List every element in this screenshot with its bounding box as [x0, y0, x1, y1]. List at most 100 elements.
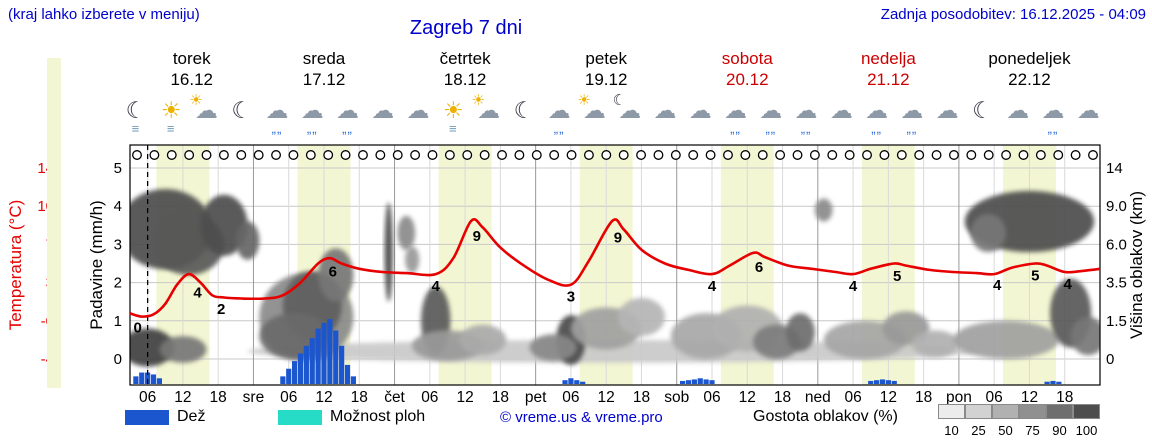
moon-fog-icon: ☾ ≡ — [117, 96, 155, 138]
rain-legend-label: Dež — [177, 408, 206, 425]
sun-fog-icon: ☀ ≡ — [434, 96, 472, 138]
sun-cloud-icon: ☀ ☁ — [187, 92, 225, 138]
cloud-icon: ☁ — [364, 96, 402, 138]
density-level-label: 75 — [1025, 423, 1040, 438]
cloud-icon: ☁ — [399, 96, 437, 138]
day-header-ponedeljek: ponedeljek 22.12 — [988, 48, 1070, 90]
density-level-label: 100 — [1075, 423, 1098, 438]
page-title: Zagreb 7 dni — [409, 17, 523, 39]
copyright-link[interactable]: © vreme.us & vreme.pro — [500, 409, 663, 426]
day-name: ponedeljek — [988, 49, 1071, 68]
sun-glyph: ☀ — [443, 97, 464, 123]
cloud-glyph: ☁ — [935, 97, 959, 123]
cloud-glyph: ☁ — [477, 97, 501, 123]
density-level-label: 50 — [998, 423, 1013, 438]
cloud-glyph: ☁ — [1006, 97, 1030, 123]
fog-glyph: ≡ — [131, 121, 141, 136]
moon-glyph: ☾ — [231, 97, 252, 123]
temperature-value-label: 9 — [614, 229, 622, 246]
density-swatch — [965, 404, 992, 419]
moon-glyph: ☾ — [612, 92, 627, 109]
sun-cloud-icon: ☀ ☁ — [575, 93, 613, 138]
day-header-četrtek: četrtek 18.12 — [440, 48, 491, 90]
cloud-glyph: ☁ — [371, 97, 395, 123]
plot-border — [129, 144, 1101, 386]
hour-tick-label: 06 — [139, 389, 156, 406]
hour-tick-label: 06 — [844, 389, 861, 406]
showers-legend-label: Možnost ploh — [330, 408, 426, 425]
precip-tick: 2 — [114, 275, 122, 292]
cloud-icon: ☁ — [999, 96, 1037, 138]
temperature-line — [129, 218, 1101, 318]
day-abbrev-label: sre — [243, 389, 265, 406]
x-axis-labels: 06 12 18 sre 06 12 18 čet 06 12 18 pet 06 12 18 sob 06 12… — [139, 389, 1073, 406]
temperature-value-label: 6 — [755, 259, 763, 276]
density-level-label: 90 — [1052, 423, 1067, 438]
cloud-tick: 14 — [1106, 160, 1123, 177]
temperature-value-label: 3 — [567, 289, 575, 306]
density-swatch — [938, 404, 965, 419]
hour-tick-label: 12 — [456, 389, 473, 406]
precip-tick: 0 — [114, 351, 122, 368]
cloud-tick: 9.0 — [1106, 198, 1127, 215]
cloud-glyph: ☁ — [829, 97, 853, 123]
cloud-icon: ☁ — [928, 96, 966, 138]
cloud-glyph: ☁ — [724, 97, 747, 123]
cloud-glyph: ☁ — [547, 97, 571, 123]
day-header-nedelja: nedelja 21.12 — [861, 48, 916, 90]
temperature-axis-title: Temperatura (°C) — [6, 199, 25, 331]
fog-glyph: ≡ — [166, 121, 176, 136]
sun-glyph: ☀ — [189, 92, 203, 109]
density-swatch — [1073, 404, 1100, 419]
rain-cloud-icon: ☁ „„ — [1034, 96, 1072, 138]
precip-tick: 3 — [114, 236, 122, 253]
cloud-glyph: ☁ — [194, 97, 218, 123]
day-name: sreda — [302, 49, 346, 68]
cloud-height-axis-title: Višina oblakov (km) — [1127, 190, 1146, 340]
moon-icon: ☾ — [963, 96, 1001, 138]
moon-cloud-icon: ☾ ☁ — [611, 92, 649, 138]
drops-glyph: „„ — [553, 121, 565, 136]
day-abbrev-label: čet — [384, 389, 405, 406]
temperature-value-label: 4 — [849, 278, 858, 295]
day-date: 22.12 — [1008, 70, 1051, 89]
legend: Dež Možnost ploh © vreme.us & vreme.pro … — [0, 402, 1152, 443]
drops-glyph: „„ — [871, 121, 882, 136]
temperature-value-label: 5 — [1031, 268, 1039, 285]
moon-icon: ☾ — [223, 96, 261, 138]
hour-tick-label: 12 — [174, 389, 191, 406]
hour-tick-label: 12 — [739, 389, 756, 406]
cloud-tick: 1.5 — [1106, 313, 1127, 330]
cloud-cover-circles-row — [132, 150, 1098, 160]
cloud-icon: ☁ — [681, 96, 719, 138]
temperature-value-label: 5 — [893, 268, 901, 285]
hour-tick-label: 18 — [351, 389, 368, 406]
rain-cloud-icon: ☁ „„ — [293, 96, 331, 138]
cloud-cover-areas — [130, 189, 1100, 367]
drops-glyph: „„ — [342, 121, 353, 136]
day-date: 21.12 — [867, 70, 910, 89]
cloud-glyph: ☁ — [265, 97, 289, 123]
daylight-color-strip — [47, 58, 61, 388]
location-hint: (kraj lahko izberete v meniju) — [8, 6, 200, 23]
day-name: četrtek — [439, 49, 491, 68]
hour-tick-label: 06 — [703, 389, 720, 406]
cloud-glyph: ☁ — [1041, 97, 1065, 123]
day-name: petek — [585, 49, 627, 68]
temperature-value-label: 2 — [217, 301, 225, 318]
cloud-icon: ☁ — [646, 96, 684, 138]
temperature-value-label: 4 — [1063, 276, 1072, 293]
rain-cloud-icon: ☁ „„ — [329, 96, 367, 138]
precipitation-axis-title: Padavine (mm/h) — [87, 200, 106, 330]
density-swatch — [1019, 404, 1046, 419]
moon-glyph: ☾ — [972, 97, 993, 123]
showers-legend-swatch — [278, 410, 322, 425]
hour-tick-label: 12 — [598, 389, 615, 406]
rain-cloud-icon: ☁ „„ — [717, 96, 755, 138]
day-abbrev-label: pon — [946, 389, 972, 406]
cloud-glyph: ☁ — [688, 97, 712, 123]
cloud-glyph: ☁ — [1076, 97, 1100, 123]
hour-tick-label: 18 — [210, 389, 227, 406]
